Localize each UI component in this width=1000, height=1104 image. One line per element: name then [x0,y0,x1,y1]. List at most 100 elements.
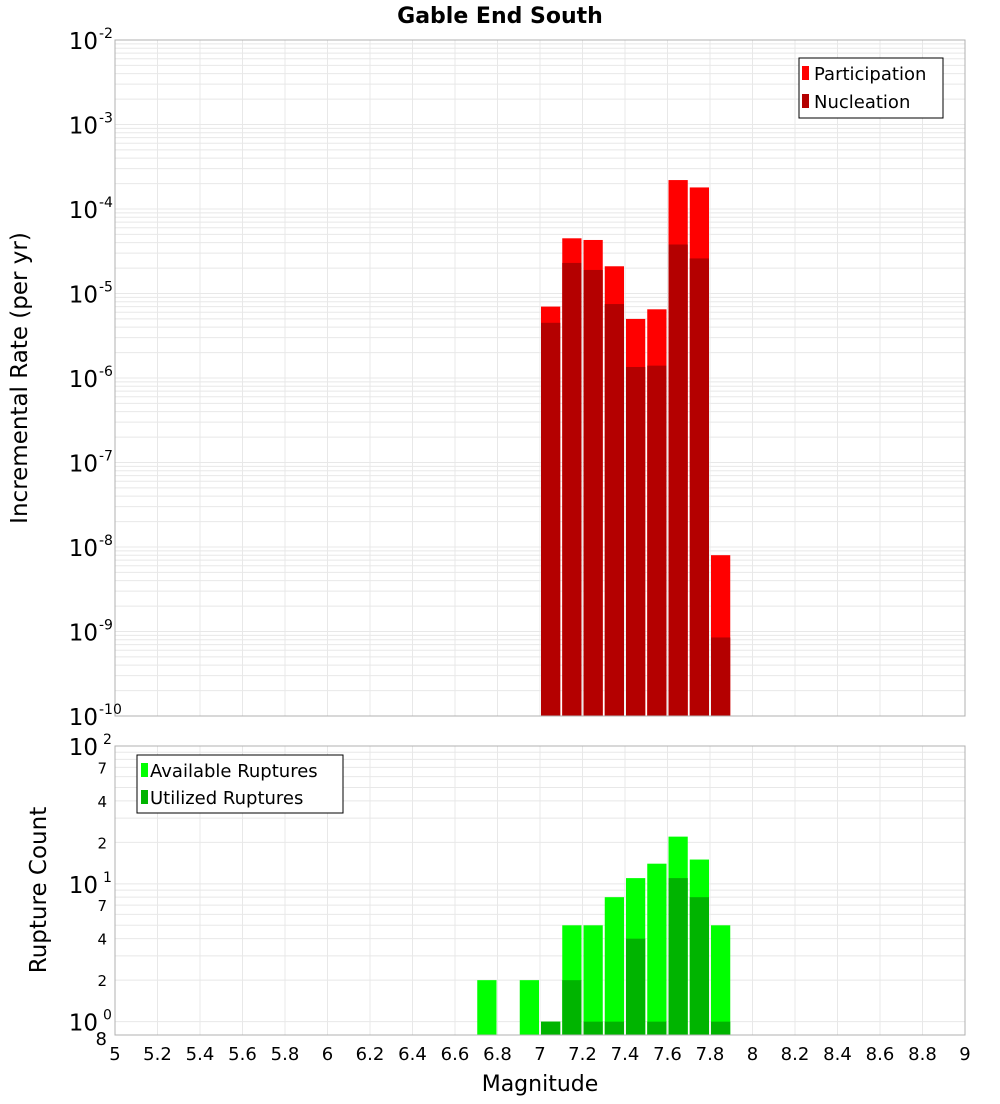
available-bar [477,980,497,1035]
x-tick-label: 8.8 [908,1044,937,1065]
x-tick-label: 5.8 [271,1044,300,1065]
nucleation-bar [541,322,561,716]
top-y-axis-label: Incremental Rate (per yr) [7,232,33,524]
legend-label-nucleation: Nucleation [814,92,910,113]
legend-swatch-utilized [141,790,148,804]
nucleation-bar [562,262,582,716]
top-y-tick-base: 10 [69,114,98,140]
nucleation-bar [689,258,709,716]
chart-title: Gable End South [397,4,603,29]
top-y-tick-base: 10 [69,198,98,224]
nucleation-bar [668,244,688,716]
x-tick-label: 5.6 [228,1044,257,1065]
x-tick-label: 7.8 [696,1044,725,1065]
bottom-chart-frame [114,745,966,1036]
top-y-tick-exponent: -9 [99,618,113,634]
top-chart-bars [541,180,731,717]
top-y-tick-exponent: -10 [99,702,122,718]
utilized-bar [626,938,646,1035]
top-y-tick-base: 10 [69,29,98,55]
available-bar [519,980,539,1035]
top-chart-y-ticks: 10-210-310-410-510-610-710-810-910-10 [69,26,122,731]
utilized-bar [668,878,688,1035]
bottom-chart-grid [114,746,966,1035]
bottom-y-tick-minor: 4 [97,793,107,811]
legend-swatch-available [141,763,148,777]
utilized-bar [647,1021,667,1035]
bottom-y-tick-exponent: 1 [103,870,112,886]
top-legend-box [798,57,944,119]
x-tick-label: 6.8 [483,1044,512,1065]
top-y-tick-exponent: -4 [99,195,113,211]
top-y-tick-base: 10 [69,367,98,393]
top-y-tick-base: 10 [69,452,98,478]
top-chart-frame [114,39,966,717]
x-tick-label: 8.4 [823,1044,852,1065]
nucleation-bar [647,365,667,716]
bottom-y-tick-exponent: 0 [103,1008,112,1024]
legend-label-available: Available Ruptures [150,761,318,782]
bottom-legend-box [136,754,344,814]
available-bar [647,863,667,1035]
bottom-chart-y-ticks: 10 2 10 1 10 0 7 4 2 7 4 2 8 [69,732,112,1050]
legend-label-utilized: Utilized Ruptures [150,788,303,809]
bottom-y-tick-base: 10 [69,873,98,899]
x-tick-label: 6.2 [356,1044,385,1065]
utilized-bar [689,897,709,1035]
x-axis-ticks: 5 5.2 5.4 5.6 5.8 6 6.2 6.4 6.6 6.8 7 7.2 7.4 7.6 7.8 8… [109,1044,970,1065]
utilized-bar [583,1021,603,1035]
bottom-y-axis-label: Rupture Count [26,807,52,973]
x-tick-label: 7.4 [611,1044,640,1065]
bottom-y-tick-exponent: 2 [103,732,112,748]
x-tick-label: 8.6 [866,1044,895,1065]
available-bar [604,897,624,1035]
nucleation-bar [583,269,603,716]
top-y-tick-base: 10 [69,283,98,309]
x-tick-label: 8 [747,1044,758,1065]
bottom-y-tick-minor: 7 [97,759,107,777]
x-tick-label: 7.6 [653,1044,682,1065]
utilized-bar [541,1021,561,1035]
bottom-chart-bars [477,836,731,1035]
legend-swatch-participation [802,66,809,80]
x-tick-label: 7.2 [568,1044,597,1065]
utilized-bar [711,1021,731,1035]
bottom-y-tick-minor: 2 [97,972,107,990]
utilized-bar [604,1021,624,1035]
x-tick-label: 7 [534,1044,545,1065]
x-tick-label: 6.6 [441,1044,470,1065]
top-chart-grid [114,40,966,717]
bottom-y-tick-minor: 8 [96,1029,107,1050]
top-y-tick-exponent: -6 [99,364,113,380]
top-legend: Participation Nucleation [798,57,944,119]
x-tick-label: 6.4 [398,1044,427,1065]
available-bar [583,925,603,1035]
top-y-tick-exponent: -2 [99,26,113,42]
x-tick-label: 8.2 [781,1044,810,1065]
top-y-tick-base: 10 [69,621,98,647]
bottom-legend: Available Ruptures Utilized Ruptures [136,754,344,814]
bottom-y-tick-base: 10 [69,735,98,761]
top-y-tick-base: 10 [69,536,98,562]
x-tick-label: 5.4 [186,1044,215,1065]
top-y-tick-exponent: -5 [99,280,113,296]
bottom-y-tick-minor: 2 [97,834,107,852]
nucleation-bar [711,637,731,716]
x-tick-label: 6 [322,1044,333,1065]
legend-label-participation: Participation [814,64,926,85]
top-y-tick-base: 10 [69,705,98,731]
top-y-tick-exponent: -3 [99,111,113,127]
top-y-tick-exponent: -7 [99,449,113,465]
utilized-bar [562,980,582,1035]
nucleation-bar [626,366,646,716]
top-y-tick-exponent: -8 [99,533,113,549]
bottom-y-tick-base: 10 [69,1011,98,1037]
x-axis-label: Magnitude [482,1072,599,1097]
legend-swatch-nucleation [802,94,809,108]
nucleation-bar [604,304,624,716]
x-tick-label: 5 [109,1044,120,1065]
available-bar [711,925,731,1035]
bottom-y-tick-minor: 4 [97,931,107,949]
x-tick-label: 5.2 [143,1044,172,1065]
